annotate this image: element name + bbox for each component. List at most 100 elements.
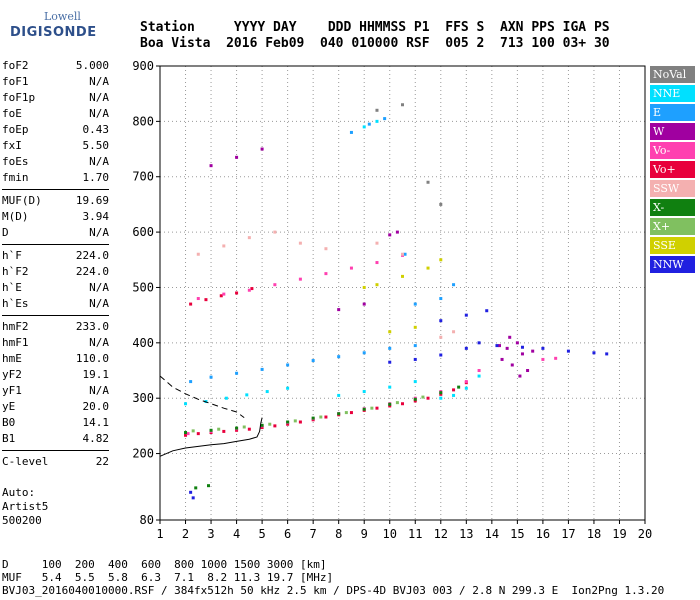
param-value: 110.0 [75, 352, 109, 365]
echo-point-nnw [520, 345, 524, 349]
echo-point-x [311, 416, 315, 420]
echo-point-x [293, 419, 297, 423]
echo-point-e [260, 367, 264, 371]
logo-lowell-text: Lowell [44, 10, 81, 23]
echo-point-nne [413, 380, 417, 384]
echo-point-e [349, 130, 353, 134]
echo-point-x [209, 428, 213, 432]
echo-point-w [526, 369, 530, 373]
param-value: N/A [89, 336, 109, 349]
param-name: B0 [2, 416, 16, 429]
param-name: M(D) [2, 210, 29, 223]
echo-point-nnw [605, 352, 609, 356]
echo-point-e [388, 346, 392, 350]
plot-axes [156, 65, 646, 524]
echo-point-vo [184, 433, 188, 437]
echo-point-nnw [592, 351, 596, 355]
echo-point-x [337, 412, 341, 416]
echo-point-vo [273, 283, 277, 287]
echo-point-vo [219, 294, 223, 298]
param-row: C-level 22 [2, 454, 109, 470]
param-name: foEs [2, 155, 29, 168]
echo-point-vo [235, 428, 239, 432]
echo-point-e [311, 359, 315, 363]
echo-point-x [362, 407, 366, 411]
echo-point-w [395, 230, 399, 234]
footer-distance-row: D 100 200 400 600 800 1000 1500 3000 [km… [2, 558, 327, 571]
echo-point-nnw [464, 313, 468, 317]
tick-labels: 1 2 3 4 5 6 7 8 9 10 11 12 13 14 15 16 17 18 19 20802003004… [132, 59, 652, 541]
echo-point-nnw [464, 346, 468, 350]
echo-point-sse [413, 325, 417, 329]
y-tick-label: 500 [132, 280, 154, 294]
x-tick-label: 6 [284, 527, 291, 541]
echo-point-x [413, 397, 417, 401]
echo-point-nne [245, 393, 249, 397]
echo-point-vo [452, 388, 456, 392]
echo-point-e [413, 302, 417, 306]
echo-point-sse [439, 258, 443, 262]
echo-point-sse [375, 283, 379, 287]
logo-digisonde-text: DIGISONDE [10, 25, 97, 40]
param-separator [2, 244, 109, 245]
echo-point-vo [273, 424, 277, 428]
legend-item: SSW [650, 180, 695, 197]
param-name: yF1 [2, 384, 22, 397]
echo-point-vo [324, 415, 328, 419]
param-name: yE [2, 400, 16, 413]
echo-point-nne [337, 393, 341, 397]
echo-point-vo [554, 356, 558, 360]
y-tick-label: 800 [132, 114, 154, 128]
echo-point-x [439, 391, 443, 395]
echo-point-w [508, 335, 512, 339]
param-value: 1.70 [82, 171, 110, 184]
param-row: foEs N/A [2, 154, 109, 170]
echo-point-e [362, 351, 366, 355]
legend-item: E [650, 104, 695, 121]
echo-point-vo [413, 399, 417, 403]
echo-point-vo [222, 292, 226, 296]
x-tick-label: 15 [510, 527, 524, 541]
param-row: h`F2 224.0 [2, 264, 109, 280]
x-tick-label: 9 [361, 527, 368, 541]
echo-point-vo [375, 406, 379, 410]
echo-point-ssw [375, 241, 379, 245]
param-name: fxI [2, 139, 22, 152]
param-value: 4.82 [82, 432, 110, 445]
echo-point-vo [464, 380, 468, 384]
echo-point-nnw [541, 346, 545, 350]
header-values: Boa Vista 2016 Feb09 040 010000 RSF 005 … [140, 36, 610, 51]
echo-point-noval [426, 180, 430, 184]
param-name: C-level [2, 455, 49, 468]
echo-point-noval [401, 103, 404, 107]
param-name: foE [2, 107, 22, 120]
echo-point-x [191, 429, 195, 433]
param-name: foF1p [2, 91, 36, 104]
echo-point-vo [541, 357, 545, 361]
echo-point-x [268, 422, 272, 426]
echo-point-vo [186, 432, 190, 436]
x-tick-label: 20 [638, 527, 652, 541]
echo-point-ssw [324, 247, 328, 251]
param-row: hmF2 233.0 [2, 319, 109, 335]
param-value: 19.1 [82, 368, 110, 381]
echo-point-x [344, 411, 348, 415]
echo-point-vo [349, 266, 353, 270]
x-tick-label: 5 [258, 527, 265, 541]
echo-point-x [260, 423, 264, 427]
x-tick-label: 12 [434, 527, 448, 541]
echo-point-vo [349, 411, 353, 415]
param-row: hmE 110.0 [2, 351, 109, 367]
param-value: N/A [89, 384, 109, 397]
echo-point-vo [196, 297, 200, 301]
param-value: N/A [89, 75, 109, 88]
legend-item: SSE [650, 237, 695, 254]
echo-point-vo [324, 272, 328, 276]
param-row: M(D) 3.94 [2, 209, 109, 225]
echo-point-vo [375, 261, 379, 265]
echo-point-e [235, 371, 239, 375]
param-separator [2, 189, 109, 190]
echo-point-noval [439, 202, 443, 206]
param-name: h`E [2, 281, 22, 294]
echo-point-nnw [388, 360, 392, 364]
